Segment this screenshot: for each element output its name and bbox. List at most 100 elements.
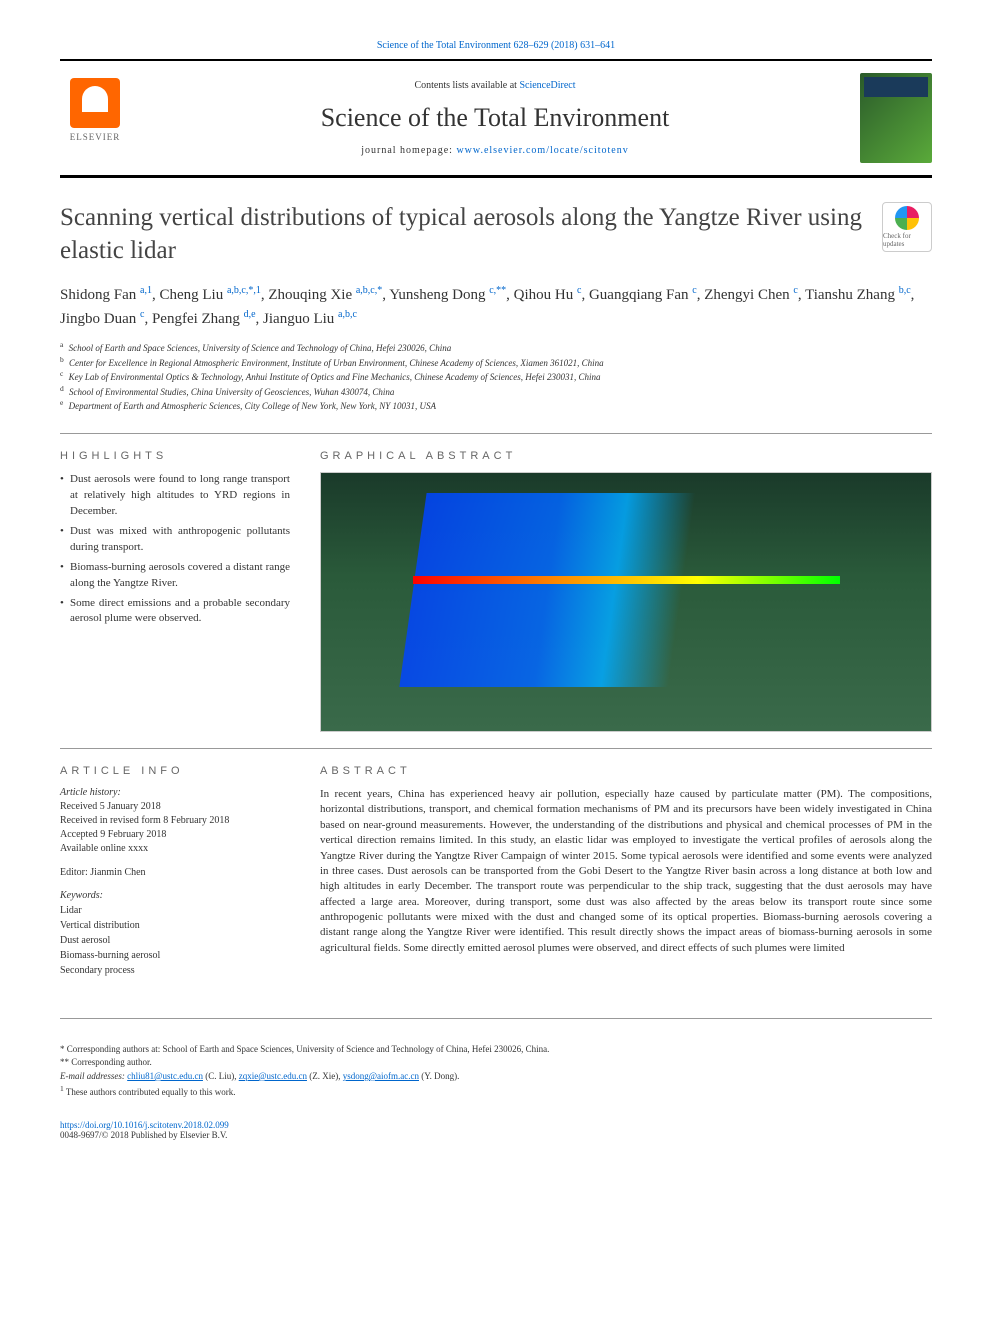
article-info-header: ARTICLE INFO: [60, 765, 290, 777]
affiliation: b Center for Excellence in Regional Atmo…: [60, 355, 932, 370]
revised-date: Received in revised form 8 February 2018: [60, 814, 290, 828]
keyword: Dust aerosol: [60, 933, 290, 948]
journal-reference[interactable]: Science of the Total Environment 628–629…: [60, 40, 932, 51]
email-author: (C. Liu): [205, 1071, 234, 1081]
keywords-label: Keywords:: [60, 890, 290, 901]
keywords-list: LidarVertical distributionDust aerosolBi…: [60, 903, 290, 978]
accepted-date: Accepted 9 February 2018: [60, 828, 290, 842]
highlight-item: Dust aerosols were found to long range t…: [60, 472, 290, 520]
sciencedirect-link[interactable]: ScienceDirect: [519, 80, 575, 91]
affiliation: c Key Lab of Environmental Optics & Tech…: [60, 369, 932, 384]
author: Qihou Hu c: [514, 287, 582, 303]
email-link[interactable]: ysdong@aiofm.ac.cn: [343, 1071, 419, 1081]
affiliation: d School of Environmental Studies, China…: [60, 384, 932, 399]
ga-lidar-overlay: [399, 493, 762, 687]
journal-cover-thumbnail[interactable]: [860, 73, 932, 163]
author-affiliation-sup[interactable]: c: [692, 285, 696, 296]
header-center: Contents lists available at ScienceDirec…: [130, 80, 860, 156]
editor-name: Jianmin Chen: [90, 867, 145, 878]
equal-text: These authors contributed equally to thi…: [66, 1087, 236, 1097]
abstract-column: ABSTRACT In recent years, China has expe…: [320, 765, 932, 978]
journal-homepage: journal homepage: www.elsevier.com/locat…: [130, 145, 860, 156]
check-updates-button[interactable]: Check for updates: [882, 202, 932, 252]
affiliations-list: a School of Earth and Space Sciences, Un…: [60, 340, 932, 413]
corresponding-author-1: * Corresponding authors at: School of Ea…: [60, 1043, 932, 1057]
divider: [60, 1018, 932, 1019]
page-footer: https://doi.org/10.1016/j.scitotenv.2018…: [60, 1120, 932, 1140]
keyword: Lidar: [60, 903, 290, 918]
highlights-column: HIGHLIGHTS Dust aerosols were found to l…: [60, 450, 290, 732]
author-affiliation-sup[interactable]: c: [577, 285, 581, 296]
author-affiliation-sup[interactable]: d,e: [244, 309, 256, 320]
editor-info: Editor: Jianmin Chen: [60, 866, 290, 880]
author: Tianshu Zhang b,c: [805, 287, 911, 303]
highlight-item: Some direct emissions and a probable sec…: [60, 596, 290, 628]
received-date: Received 5 January 2018: [60, 800, 290, 814]
crossmark-icon: [895, 206, 919, 230]
author-affiliation-sup[interactable]: c,**: [489, 285, 506, 296]
author-affiliation-sup[interactable]: a,b,c: [338, 309, 357, 320]
author-affiliation-sup[interactable]: a,b,c,*: [356, 285, 382, 296]
article-info-column: ARTICLE INFO Article history: Received 5…: [60, 765, 290, 978]
affiliation: a School of Earth and Space Sciences, Un…: [60, 340, 932, 355]
highlights-list: Dust aerosols were found to long range t…: [60, 472, 290, 627]
email-author: (Z. Xie): [309, 1071, 338, 1081]
highlights-graphical-row: HIGHLIGHTS Dust aerosols were found to l…: [60, 450, 932, 732]
equal-sup: 1: [60, 1084, 64, 1093]
article-title: Scanning vertical distributions of typic…: [60, 202, 882, 267]
highlight-item: Biomass-burning aerosols covered a dista…: [60, 560, 290, 592]
divider: [60, 433, 932, 434]
author-affiliation-sup[interactable]: a,b,c,*,1: [227, 285, 261, 296]
keyword: Secondary process: [60, 963, 290, 978]
available-date: Available online xxxx: [60, 842, 290, 856]
author: Cheng Liu a,b,c,*,1: [159, 287, 260, 303]
author: Zhouqing Xie a,b,c,*: [268, 287, 382, 303]
highlights-header: HIGHLIGHTS: [60, 450, 290, 462]
email-link[interactable]: zqxie@ustc.edu.cn: [239, 1071, 307, 1081]
author: Zhengyi Chen c: [704, 287, 798, 303]
author-affiliation-sup[interactable]: c: [793, 285, 797, 296]
graphical-abstract-image[interactable]: [320, 472, 932, 732]
contents-available: Contents lists available at ScienceDirec…: [130, 80, 860, 91]
journal-header: ELSEVIER Contents lists available at Sci…: [60, 59, 932, 178]
homepage-link[interactable]: www.elsevier.com/locate/scitotenv: [456, 145, 628, 156]
author-affiliation-sup[interactable]: a,1: [140, 285, 152, 296]
graphical-abstract-column: GRAPHICAL ABSTRACT: [320, 450, 932, 732]
doi-link[interactable]: https://doi.org/10.1016/j.scitotenv.2018…: [60, 1120, 229, 1130]
journal-name: Science of the Total Environment: [130, 103, 860, 133]
highlight-item: Dust was mixed with anthropogenic pollut…: [60, 524, 290, 556]
author: Jianguo Liu a,b,c: [263, 311, 357, 327]
corresponding-author-2: ** Corresponding author.: [60, 1056, 932, 1070]
publisher-name: ELSEVIER: [70, 132, 121, 142]
abstract-header: ABSTRACT: [320, 765, 932, 777]
elsevier-tree-icon: [70, 78, 120, 128]
homepage-label: journal homepage:: [361, 145, 456, 156]
contents-label: Contents lists available at: [414, 80, 519, 91]
keyword: Biomass-burning aerosol: [60, 948, 290, 963]
author-affiliation-sup[interactable]: c: [140, 309, 144, 320]
info-abstract-row: ARTICLE INFO Article history: Received 5…: [60, 765, 932, 978]
editor-label: Editor:: [60, 867, 88, 878]
author: Pengfei Zhang d,e: [152, 311, 256, 327]
abstract-text: In recent years, China has experienced h…: [320, 787, 932, 956]
keyword: Vertical distribution: [60, 918, 290, 933]
author: Jingbo Duan c: [60, 311, 144, 327]
author: Shidong Fan a,1: [60, 287, 152, 303]
article-history: Received 5 January 2018 Received in revi…: [60, 800, 290, 856]
affiliation: e Department of Earth and Atmospheric Sc…: [60, 398, 932, 413]
email-link[interactable]: chliu81@ustc.edu.cn: [127, 1071, 203, 1081]
publisher-logo[interactable]: ELSEVIER: [60, 78, 130, 158]
email-author: (Y. Dong): [421, 1071, 457, 1081]
author-affiliation-sup[interactable]: b,c: [899, 285, 911, 296]
title-row: Scanning vertical distributions of typic…: [60, 202, 932, 267]
authors-list: Shidong Fan a,1, Cheng Liu a,b,c,*,1, Zh…: [60, 283, 932, 330]
equal-contribution: 1 These authors contributed equally to t…: [60, 1083, 932, 1100]
footnotes: * Corresponding authors at: School of Ea…: [60, 1043, 932, 1100]
email-addresses: E-mail addresses: chliu81@ustc.edu.cn (C…: [60, 1070, 932, 1084]
graphical-abstract-header: GRAPHICAL ABSTRACT: [320, 450, 932, 462]
check-updates-label: Check for updates: [883, 232, 931, 248]
history-label: Article history:: [60, 787, 290, 798]
ga-data-band: [413, 576, 840, 584]
copyright-text: 0048-9697/© 2018 Published by Elsevier B…: [60, 1130, 932, 1140]
email-label: E-mail addresses:: [60, 1071, 125, 1081]
